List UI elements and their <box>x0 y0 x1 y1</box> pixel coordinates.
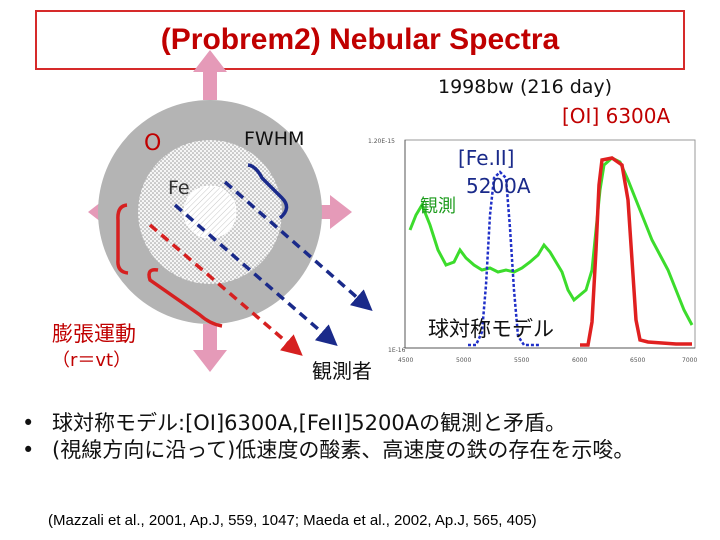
title-box: (Probrem2) Nebular Spectra <box>35 10 685 70</box>
x-tick-4500: 4500 <box>398 357 414 364</box>
fe-model-line <box>468 170 540 347</box>
oi-line-label: [OI] 6300A <box>562 104 671 128</box>
model-label: 球対称モデル <box>428 317 554 341</box>
spectrum-heading: 1998bw (216 day) <box>438 76 613 98</box>
bullet-item: • 球対称モデル:[OI]6300A,[FeII]5200Aの観測と矛盾。 <box>18 410 713 437</box>
x-tick-5000: 5000 <box>456 357 472 364</box>
x-tick-7000: 7000 <box>682 357 698 364</box>
line-of-sight-lines <box>148 180 373 356</box>
expansion-formula: （r＝vt） <box>52 350 132 371</box>
fe-bracket <box>247 163 289 220</box>
feii-wavelength-label: 5200A <box>466 174 531 198</box>
x-tick-5500: 5500 <box>514 357 530 364</box>
inner-core <box>183 185 237 239</box>
observer-label: 観測者 <box>312 359 372 383</box>
bullet-dot: • <box>22 438 35 462</box>
bullet-dot: • <box>22 411 35 435</box>
feii-line-label: [Fe.II] <box>458 146 515 170</box>
bullet-text: (視線方向に沿って)低速度の酸素、高速度の鉄の存在を示唆。 <box>52 438 635 462</box>
reference-citation: (Mazzali et al., 2001, Ap.J, 559, 1047; … <box>48 512 537 529</box>
y-tick-bottom: 1E-16 <box>388 347 406 354</box>
diagram-canvas <box>88 50 696 372</box>
expansion-label: 膨張運動 <box>52 322 136 346</box>
arrow-right <box>304 195 352 229</box>
bullet-item: • (視線方向に沿って)低速度の酸素、高速度の鉄の存在を示唆。 <box>18 437 713 464</box>
o-bracket-upper <box>116 203 129 275</box>
oxygen-label: O <box>144 131 162 156</box>
x-tick-6500: 6500 <box>630 357 646 364</box>
model-spectrum-line <box>580 156 692 347</box>
spectrum-plot <box>404 139 696 349</box>
arrow-down <box>193 324 227 372</box>
y-tick-top: 1.20E-15 <box>368 138 395 145</box>
fwhm-label: FWHM <box>244 128 305 150</box>
o-bracket-lower <box>147 267 223 328</box>
plot-frame <box>404 139 696 349</box>
fe-label: Fe <box>168 177 190 199</box>
bullet-text: 球対称モデル:[OI]6300A,[FeII]5200Aの観測と矛盾。 <box>52 411 567 435</box>
observed-spectrum-line <box>408 156 694 326</box>
arrow-up <box>193 50 227 100</box>
observed-label: 観測 <box>420 196 456 217</box>
x-tick-6000: 6000 <box>572 357 588 364</box>
page-title: (Probrem2) Nebular Spectra <box>160 23 560 56</box>
bullet-list: • 球対称モデル:[OI]6300A,[FeII]5200Aの観測と矛盾。 • … <box>18 410 713 464</box>
